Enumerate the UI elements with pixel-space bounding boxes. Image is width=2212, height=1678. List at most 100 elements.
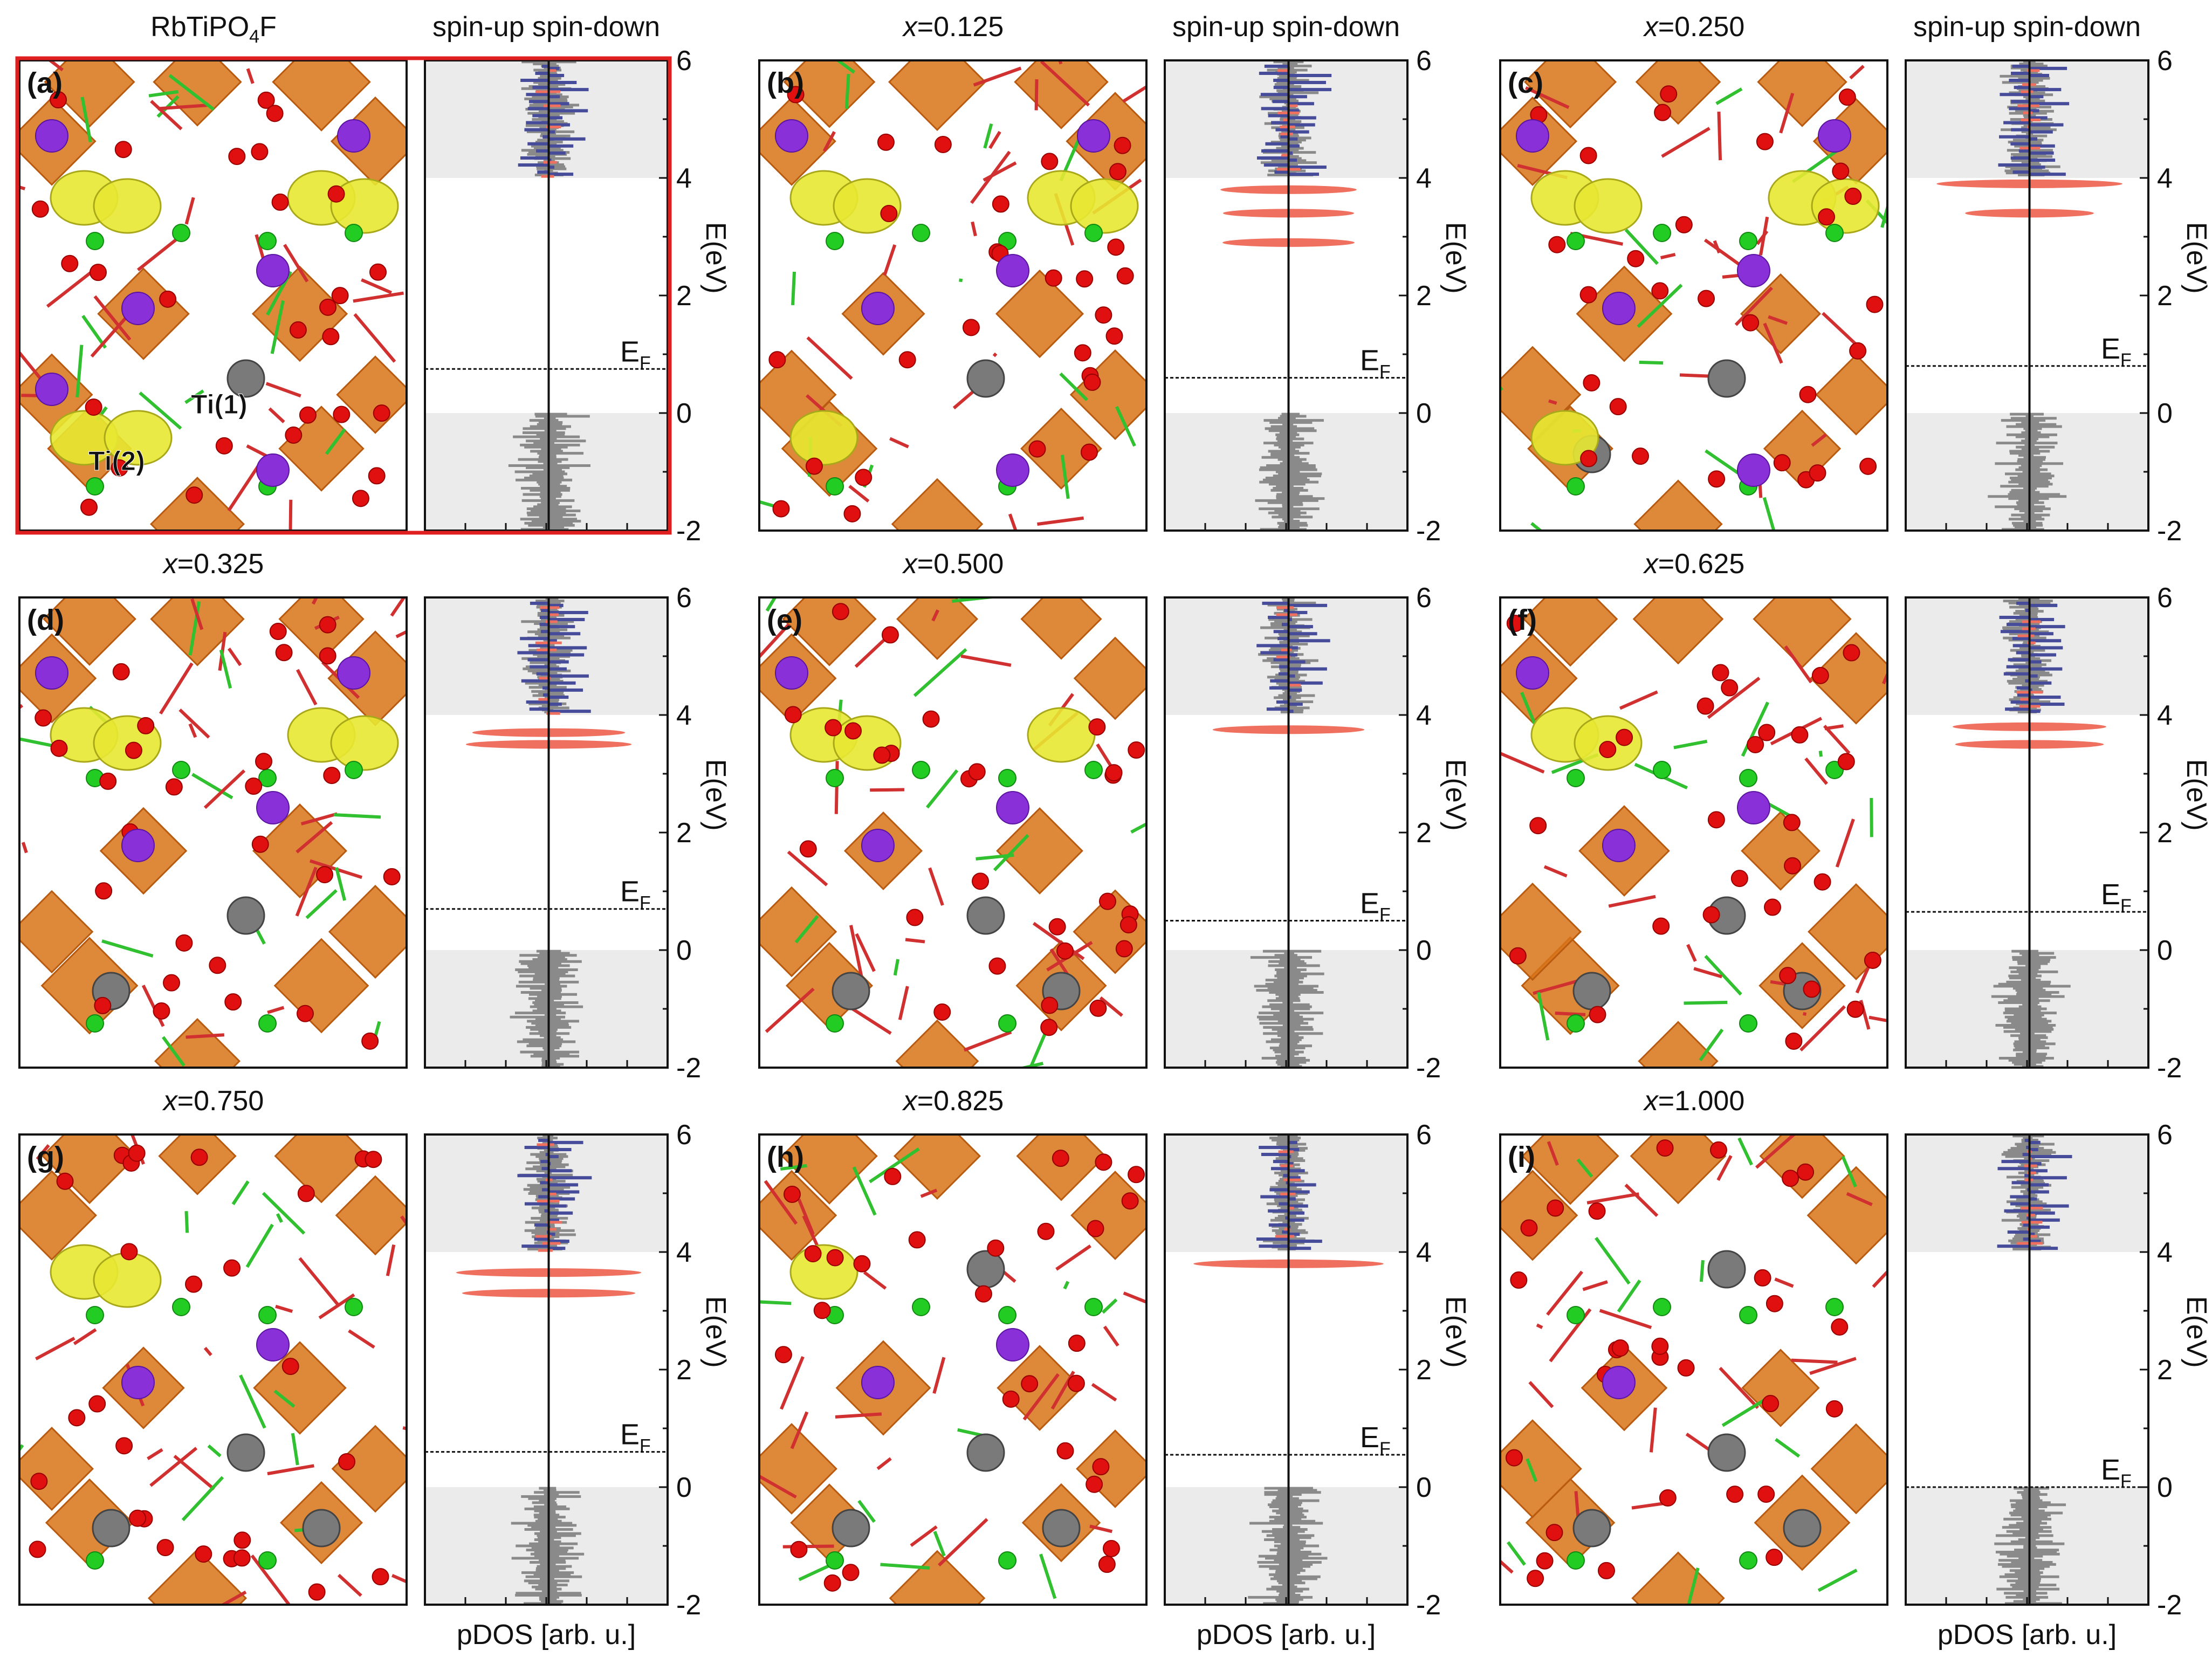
f-atom <box>1653 761 1671 779</box>
bond <box>1036 79 1037 110</box>
o-atom <box>374 405 390 421</box>
o-atom <box>1758 1486 1774 1502</box>
y-tick-label: 4 <box>1416 163 1432 194</box>
title-variable: x <box>163 1085 177 1117</box>
o-atom <box>1100 893 1116 910</box>
o-atom <box>1758 725 1775 741</box>
f-atom <box>1740 1015 1757 1032</box>
y-tick-label: 4 <box>1416 1237 1432 1268</box>
o-atom <box>769 352 785 368</box>
o-atom <box>1053 1150 1069 1166</box>
o-atom <box>1107 328 1123 344</box>
y-tick-label: 2 <box>1416 280 1432 312</box>
o-atom <box>1547 1524 1563 1541</box>
y-tick-label: 0 <box>2157 398 2173 429</box>
o-atom <box>1839 89 1856 105</box>
o-atom <box>805 1246 821 1262</box>
o-atom <box>1698 291 1714 307</box>
o-atom <box>1815 874 1831 890</box>
o-atom <box>1657 1140 1673 1156</box>
energy-axis-label: E(eV) <box>2181 759 2212 831</box>
structure-view: (h) <box>747 1109 1176 1645</box>
bond <box>1555 1013 1585 1015</box>
title-text: =1.000 <box>1658 1085 1745 1117</box>
o-atom <box>854 1256 870 1272</box>
o-atom <box>1081 444 1097 460</box>
panel-title: x=0.250 <box>1644 11 1745 43</box>
o-atom <box>300 407 316 423</box>
title-variable: x <box>1644 548 1658 580</box>
o-atom <box>1732 870 1748 886</box>
rb-atom <box>257 255 289 287</box>
rb-atom <box>1077 120 1110 152</box>
o-atom <box>1653 918 1669 934</box>
o-atom <box>81 499 97 515</box>
o-atom <box>1110 163 1126 180</box>
fermi-level-subscript: F <box>2120 1471 2132 1491</box>
f-atom <box>1740 1552 1757 1569</box>
y-tick-label: 6 <box>2157 1119 2173 1151</box>
o-atom <box>251 143 267 160</box>
y-tick-label: 4 <box>676 163 692 194</box>
o-atom <box>1530 817 1546 834</box>
o-atom <box>1084 374 1100 390</box>
f-atom <box>1653 224 1671 242</box>
o-atom <box>878 134 894 150</box>
y-tick-label: 4 <box>2157 700 2173 731</box>
o-atom <box>160 291 176 307</box>
f-atom <box>1567 1306 1584 1324</box>
y-tick-label: 0 <box>1416 935 1432 966</box>
f-atom <box>86 478 104 495</box>
rb-atom <box>257 1329 289 1361</box>
f-atom <box>1567 1015 1584 1032</box>
o-atom <box>1832 163 1849 179</box>
o-atom <box>1784 858 1801 874</box>
y-tick-label: 2 <box>2157 817 2173 849</box>
y-tick-label: 6 <box>676 582 692 614</box>
o-atom <box>993 196 1009 212</box>
o-atom <box>800 841 816 857</box>
panel-tag: (i) <box>1508 1141 1535 1173</box>
rb-atom <box>122 1366 154 1399</box>
o-atom <box>285 427 301 443</box>
title-subscript: 4 <box>249 26 259 47</box>
ti-atom <box>1043 1510 1080 1546</box>
o-atom <box>1678 1360 1694 1376</box>
f-atom <box>1653 1298 1671 1316</box>
o-atom <box>1116 941 1132 957</box>
rb-atom <box>36 373 68 405</box>
o-atom <box>252 836 269 852</box>
o-atom <box>976 1286 992 1302</box>
pdos-axis-label-text: pDOS [arb. u.] <box>1197 1619 1376 1651</box>
o-atom <box>1589 1203 1605 1219</box>
y-tick-label: 6 <box>1416 582 1432 614</box>
structure-view: (d) <box>0 573 444 1103</box>
ti-atom <box>228 897 264 934</box>
f-atom <box>1567 478 1584 495</box>
f-atom <box>1085 761 1102 779</box>
o-atom <box>874 747 890 764</box>
f-atom <box>173 1298 190 1316</box>
o-atom <box>157 1539 174 1556</box>
o-atom <box>1041 1019 1057 1035</box>
title-variable: x <box>903 1085 917 1117</box>
title-text: =0.250 <box>1658 11 1745 43</box>
o-atom <box>1791 727 1808 743</box>
o-atom <box>1075 345 1091 361</box>
o-atom <box>129 1510 146 1526</box>
o-atom <box>256 753 272 769</box>
o-atom <box>1041 153 1057 169</box>
ti-atom <box>1574 973 1610 1009</box>
o-atom <box>373 1569 389 1585</box>
title-variable: x <box>163 548 177 580</box>
o-atom <box>1703 906 1720 923</box>
o-atom <box>153 1003 169 1019</box>
pdos-axis-label: pDOS [arb. u.] <box>1938 1619 2117 1651</box>
isosurface-lobe <box>94 179 161 233</box>
o-atom <box>934 1004 950 1020</box>
o-atom <box>317 866 333 883</box>
o-atom <box>86 399 102 415</box>
ti-atom <box>93 1510 129 1546</box>
